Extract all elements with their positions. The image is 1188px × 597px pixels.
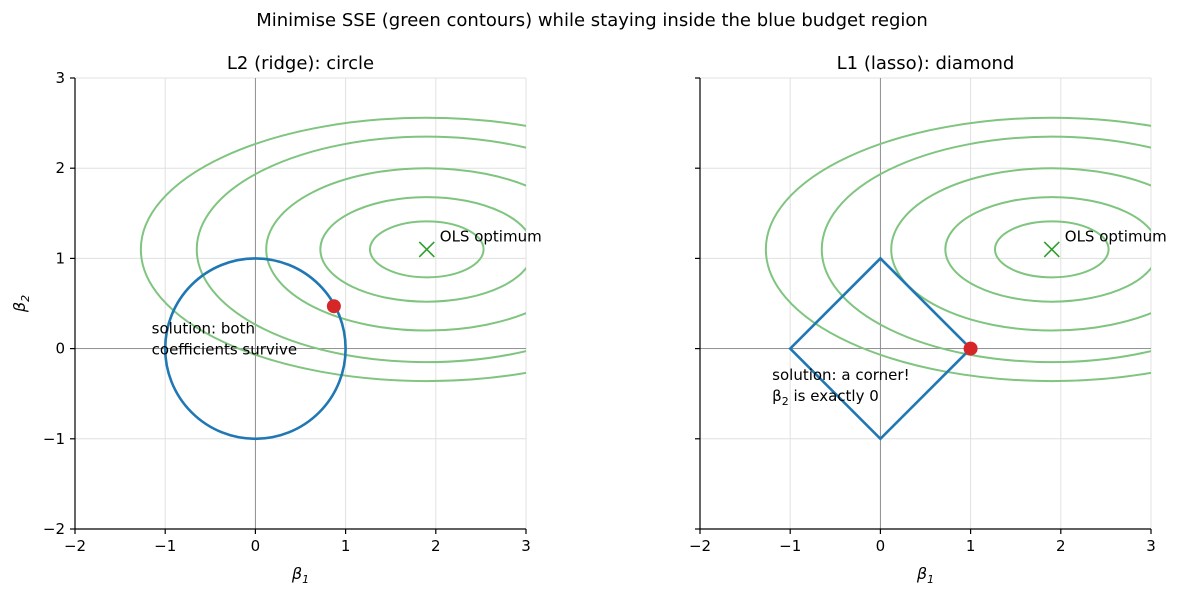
y-tick-label: 2 [55,159,65,177]
sse-contours [139,116,526,383]
ols-optimum-marker [1043,241,1060,258]
x-tick-label: −1 [154,537,176,555]
ols-marker-stroke [418,241,435,258]
x-tick-label: 0 [876,537,886,555]
solution-point [963,341,978,356]
y-axis-label: β2 [10,295,32,313]
x-tick-label: 3 [521,537,531,555]
sse-contour-ellipse [265,167,526,332]
ols-optimum-label: OLS optimum [440,227,542,245]
x-tick-label: 2 [1056,537,1066,555]
x-tick-label: 3 [1146,537,1156,555]
sse-contour-ellipse [764,116,1151,383]
lasso-panel: OLS optimum solution: a corner! β2 is exac… [689,53,1167,586]
panel-title: L1 (lasso): diamond [837,53,1015,74]
ols-optimum-marker [418,241,435,258]
y-tick-label: 3 [55,69,65,87]
x-tick-label: 0 [251,537,261,555]
sse-contour-ellipse [890,167,1151,332]
y-tick-label: 1 [55,249,65,267]
sse-contour-ellipse [820,135,1151,364]
panel-title: L2 (ridge): circle [227,53,374,74]
x-tick-label: −1 [779,537,801,555]
sse-contour-ellipse [368,220,485,279]
sse-contour-ellipse [195,135,526,364]
y-tick-label: 0 [55,340,65,358]
solution-annotation-line: solution: a corner! [772,366,909,384]
budget-circle [163,257,347,441]
solution-point [326,299,341,314]
ols-marker-stroke [1043,241,1060,258]
sse-contour-ellipse [319,196,526,303]
sse-contour-ellipse [139,116,526,383]
figure-suptitle: Minimise SSE (green contours) while stay… [256,10,928,31]
sse-contour-ellipse [993,220,1110,279]
x-tick-label: −2 [64,537,86,555]
y-tick-label: −2 [43,520,65,538]
y-tick-label: −1 [43,430,65,448]
solution-annotation-line: coefficients survive [152,340,297,358]
x-tick-label: 2 [431,537,441,555]
x-axis-label: β1 [916,564,934,586]
x-tick-label: −2 [689,537,711,555]
sse-contour-ellipse [944,196,1151,303]
sse-contours [764,116,1151,383]
solution-annotation-line: β2 is exactly 0 [772,387,879,408]
x-axis-label: β1 [291,564,309,586]
x-tick-label: 1 [341,537,351,555]
solution-annotation-line: solution: both [152,319,255,337]
ridge-panel: OLS optimum solution: both coefficients su… [10,53,542,586]
ols-optimum-label: OLS optimum [1065,227,1167,245]
x-tick-label: 1 [966,537,976,555]
budget-diamond [788,256,973,441]
